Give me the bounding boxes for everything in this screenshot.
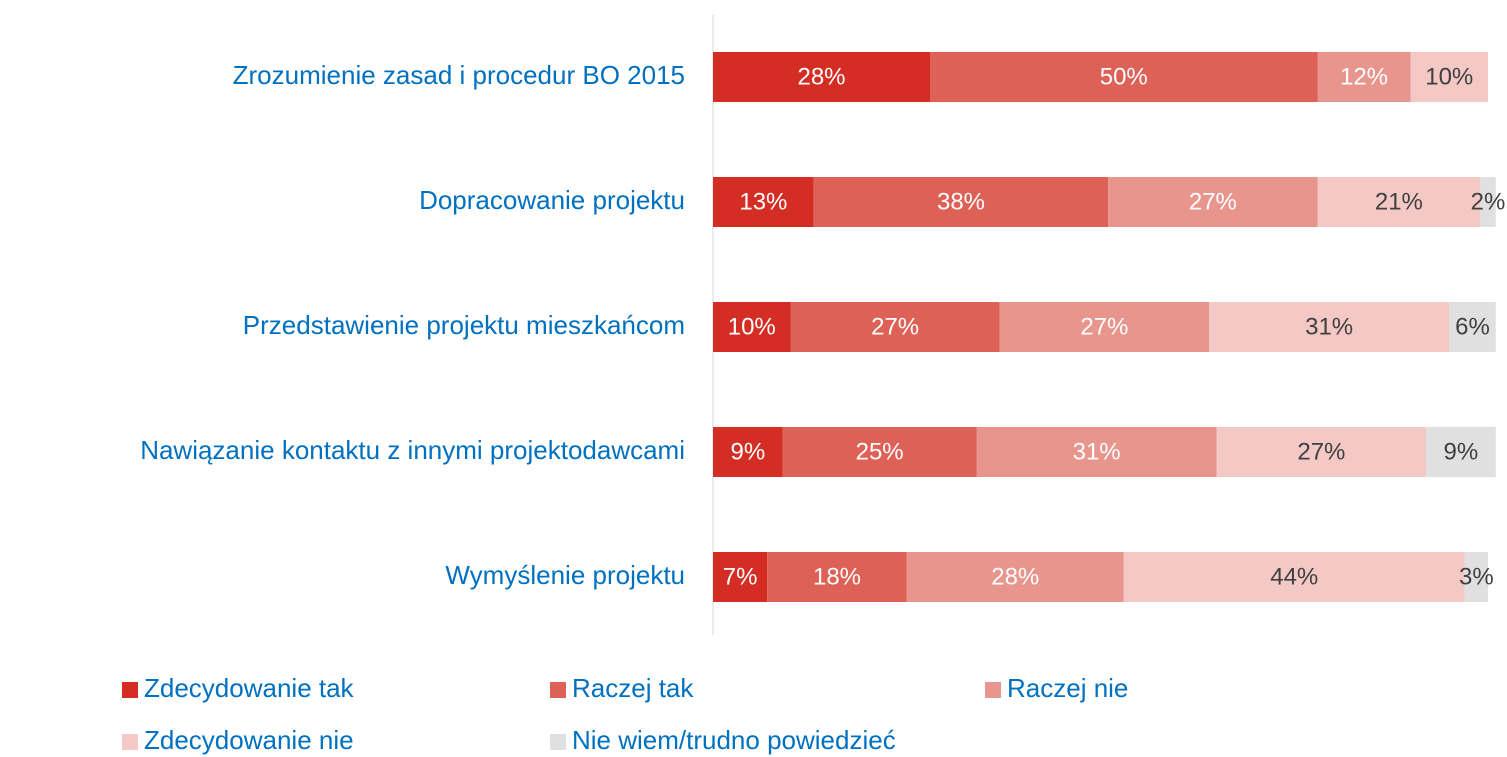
bar-segment [713, 52, 930, 102]
bar-segment [713, 427, 783, 477]
legend-label: Raczej tak [572, 673, 694, 703]
legend-label: Zdecydowanie tak [144, 673, 355, 703]
bar-segment [1123, 552, 1465, 602]
bar-segment [1410, 52, 1488, 102]
bar-segment [1464, 552, 1488, 602]
data-label: 50% [1100, 63, 1148, 90]
data-label: 27% [1189, 188, 1237, 215]
data-label: 9% [731, 438, 766, 465]
data-label: 9% [1444, 438, 1479, 465]
legend-swatch [550, 682, 566, 698]
bar-segment [713, 177, 814, 227]
data-label: 27% [1297, 438, 1345, 465]
data-label: 10% [728, 313, 776, 340]
data-label: 28% [991, 563, 1039, 590]
bar-segment [976, 427, 1217, 477]
data-label: 27% [1080, 313, 1128, 340]
bar-segment [713, 302, 791, 352]
data-label: 44% [1270, 563, 1318, 590]
data-label: 18% [813, 563, 861, 590]
data-label: 2% [1471, 188, 1506, 215]
legend-swatch [122, 734, 138, 750]
data-label: 28% [797, 63, 845, 90]
legend-swatch [122, 682, 138, 698]
data-label: 12% [1340, 63, 1388, 90]
legend-label: Nie wiem/trudno powiedzieć [572, 725, 896, 755]
bar-segment [1426, 427, 1496, 477]
category-label: Zrozumienie zasad i procedur BO 2015 [233, 60, 685, 90]
data-label: 31% [1073, 438, 1121, 465]
data-label: 27% [871, 313, 919, 340]
bar-segment [713, 552, 768, 602]
bar-segment [767, 552, 907, 602]
data-label: 31% [1305, 313, 1353, 340]
data-label: 6% [1455, 313, 1490, 340]
category-label: Dopracowanie projektu [419, 185, 685, 215]
category-label: Nawiązanie kontaktu z innymi projektodaw… [140, 435, 685, 465]
bar-segment [1480, 177, 1496, 227]
legend-swatch [550, 734, 566, 750]
data-label: 13% [739, 188, 787, 215]
data-label: 38% [937, 188, 985, 215]
bar-segment [999, 302, 1209, 352]
bar-segment [813, 177, 1109, 227]
data-label: 21% [1375, 188, 1423, 215]
bar-segment [1317, 177, 1481, 227]
legend-swatch [985, 682, 1001, 698]
bar-segment [790, 302, 1000, 352]
bar-segment [1209, 302, 1450, 352]
legend-label: Raczej nie [1007, 673, 1128, 703]
bar-segment [1449, 302, 1496, 352]
category-label: Przedstawienie projektu mieszkańcom [243, 310, 685, 340]
bar-segment [930, 52, 1318, 102]
bar-segment [1108, 177, 1318, 227]
data-label: 25% [856, 438, 904, 465]
bar-segment [1216, 427, 1426, 477]
data-label: 7% [723, 563, 758, 590]
data-label: 10% [1425, 63, 1473, 90]
legend-label: Zdecydowanie nie [144, 725, 354, 755]
category-label: Wymyślenie projektu [445, 560, 685, 590]
bar-segment [906, 552, 1124, 602]
data-label: 3% [1459, 563, 1494, 590]
bar-segment [782, 427, 977, 477]
bar-segment [1317, 52, 1411, 102]
